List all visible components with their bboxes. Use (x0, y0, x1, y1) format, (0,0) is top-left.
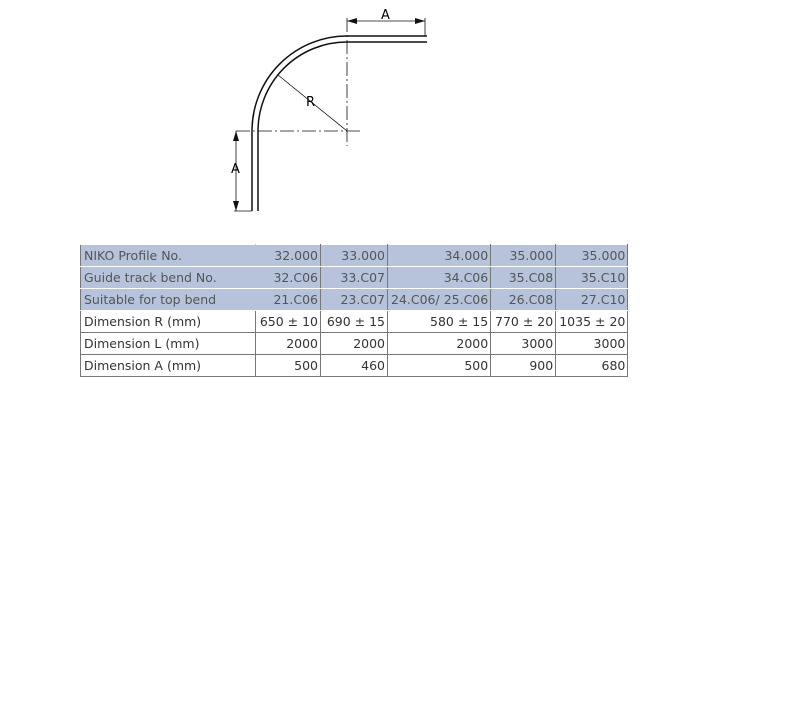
table-cell: 33.000 (320, 244, 388, 267)
table-cell: 33.C07 (320, 266, 388, 289)
table-cell: 2000 (255, 332, 321, 355)
row-label: Suitable for top bend (80, 288, 256, 311)
table-cell: 32.000 (255, 244, 321, 267)
table-cell: 27.C10 (555, 288, 629, 311)
table-row: Dimension L (mm) 2000 2000 2000 3000 3000 (80, 332, 629, 355)
table-row: Guide track bend No. 32.C06 33.C07 34.C06 35… (80, 266, 629, 289)
row-label: Dimension L (mm) (80, 332, 256, 355)
table-cell: 2000 (320, 332, 388, 355)
table-cell: 770 ± 20 (490, 310, 557, 333)
table-cell: 500 (386, 354, 492, 377)
table-cell: 35.000 (490, 244, 557, 267)
radius-leader (277, 74, 348, 132)
table-cell: 690 ± 15 (320, 310, 388, 333)
row-label: Guide track bend No. (80, 266, 256, 289)
table-cell: 34.C06 (386, 266, 492, 289)
table-cell: 26.C08 (490, 288, 557, 311)
table-cell: 3000 (555, 332, 629, 355)
table-cell: 900 (490, 354, 557, 377)
label-a-left: A (231, 162, 240, 177)
table-row: NIKO Profile No. 32.000 33.000 34.000 35.000… (80, 244, 629, 267)
table-cell: 680 (555, 354, 629, 377)
guide-track-bend-drawing: A A R (231, 8, 427, 212)
table-row: Dimension R (mm) 650 ± 10 690 ± 15 580 ± 15… (80, 310, 629, 333)
table-cell: 580 ± 15 (386, 310, 492, 333)
table-cell: 34.000 (386, 244, 492, 267)
table-cell: 21.C06 (255, 288, 321, 311)
table-cell: 24.C06/ 25.C06 (386, 288, 492, 311)
table-cell: 3000 (490, 332, 557, 355)
table-cell: 460 (320, 354, 388, 377)
row-label: Dimension A (mm) (80, 354, 256, 377)
track-inner (257, 41, 427, 211)
table-cell: 1035 ± 20 (555, 310, 629, 333)
dim-line-left (234, 131, 252, 212)
table-row: Dimension A (mm) 500 460 500 900 680 (80, 354, 629, 377)
label-a-top: A (381, 8, 390, 23)
label-r: R (306, 95, 315, 110)
table-cell: 35.000 (555, 244, 629, 267)
table-cell: 2000 (386, 332, 492, 355)
table-cell: 35.C08 (490, 266, 557, 289)
row-label: Dimension R (mm) (80, 310, 256, 333)
table-cell: 500 (255, 354, 321, 377)
track-outer (251, 35, 427, 211)
table-row: Suitable for top bend 21.C06 23.C07 24.C06/… (80, 288, 629, 311)
table-cell: 650 ± 10 (255, 310, 321, 333)
dimensions-table: NIKO Profile No. 32.000 33.000 34.000 35.000… (80, 244, 629, 377)
table-cell: 23.C07 (320, 288, 388, 311)
table-cell: 35.C10 (555, 266, 629, 289)
arrow-icon (233, 131, 239, 211)
table-cell: 32.C06 (255, 266, 321, 289)
row-label: NIKO Profile No. (80, 244, 256, 267)
